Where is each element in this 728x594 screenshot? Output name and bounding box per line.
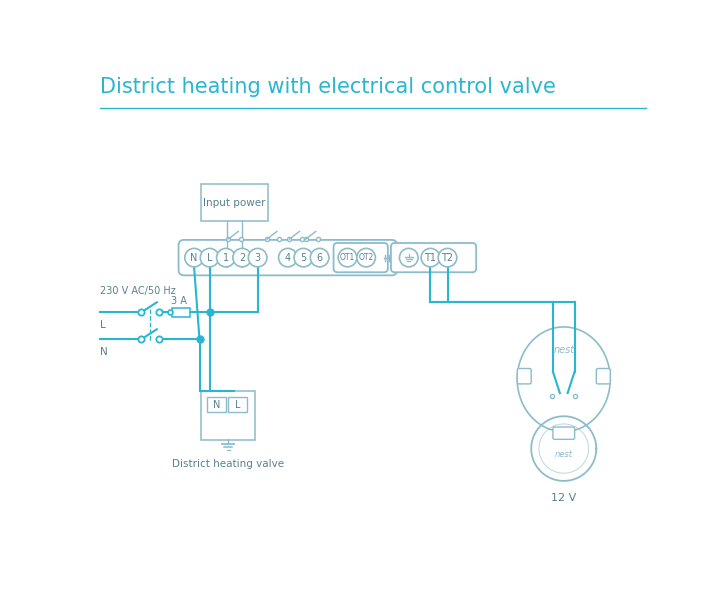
FancyBboxPatch shape <box>172 308 190 317</box>
Circle shape <box>248 248 267 267</box>
FancyBboxPatch shape <box>201 391 256 440</box>
Text: 3 A: 3 A <box>171 296 186 306</box>
FancyBboxPatch shape <box>333 243 388 272</box>
Polygon shape <box>531 416 596 481</box>
Text: T1: T1 <box>424 252 437 263</box>
Text: 2: 2 <box>239 252 245 263</box>
Circle shape <box>185 248 203 267</box>
Text: 5: 5 <box>300 252 306 263</box>
FancyBboxPatch shape <box>553 427 574 440</box>
Circle shape <box>294 248 312 267</box>
Text: L: L <box>207 252 213 263</box>
Text: Input power: Input power <box>203 198 266 208</box>
Circle shape <box>216 248 235 267</box>
FancyBboxPatch shape <box>201 185 268 222</box>
FancyBboxPatch shape <box>178 240 397 276</box>
Text: nest: nest <box>555 450 573 459</box>
Text: N: N <box>191 252 198 263</box>
Circle shape <box>200 248 219 267</box>
Circle shape <box>438 248 456 267</box>
FancyBboxPatch shape <box>596 368 610 384</box>
Text: OT2: OT2 <box>358 253 373 262</box>
Circle shape <box>310 248 329 267</box>
Text: 12 V: 12 V <box>551 493 577 503</box>
Text: 4: 4 <box>285 252 291 263</box>
Text: L: L <box>234 400 240 410</box>
Text: OT1: OT1 <box>340 253 355 262</box>
Text: 3: 3 <box>255 252 261 263</box>
Text: 6: 6 <box>317 252 323 263</box>
Circle shape <box>233 248 251 267</box>
Text: 230 V AC/50 Hz: 230 V AC/50 Hz <box>100 286 176 296</box>
Circle shape <box>422 248 440 267</box>
Polygon shape <box>518 327 610 432</box>
Text: 1: 1 <box>223 252 229 263</box>
Text: District heating valve: District heating valve <box>172 459 284 469</box>
FancyBboxPatch shape <box>228 397 247 412</box>
Circle shape <box>279 248 297 267</box>
FancyBboxPatch shape <box>518 368 531 384</box>
Circle shape <box>400 248 418 267</box>
Circle shape <box>357 248 376 267</box>
Text: N: N <box>213 400 221 410</box>
Circle shape <box>339 248 357 267</box>
Text: nest: nest <box>553 345 574 355</box>
Text: L: L <box>100 320 106 330</box>
Text: District heating with electrical control valve: District heating with electrical control… <box>100 77 556 97</box>
FancyBboxPatch shape <box>391 243 476 272</box>
FancyBboxPatch shape <box>207 397 226 412</box>
Text: N: N <box>100 347 108 357</box>
Text: T2: T2 <box>441 252 454 263</box>
